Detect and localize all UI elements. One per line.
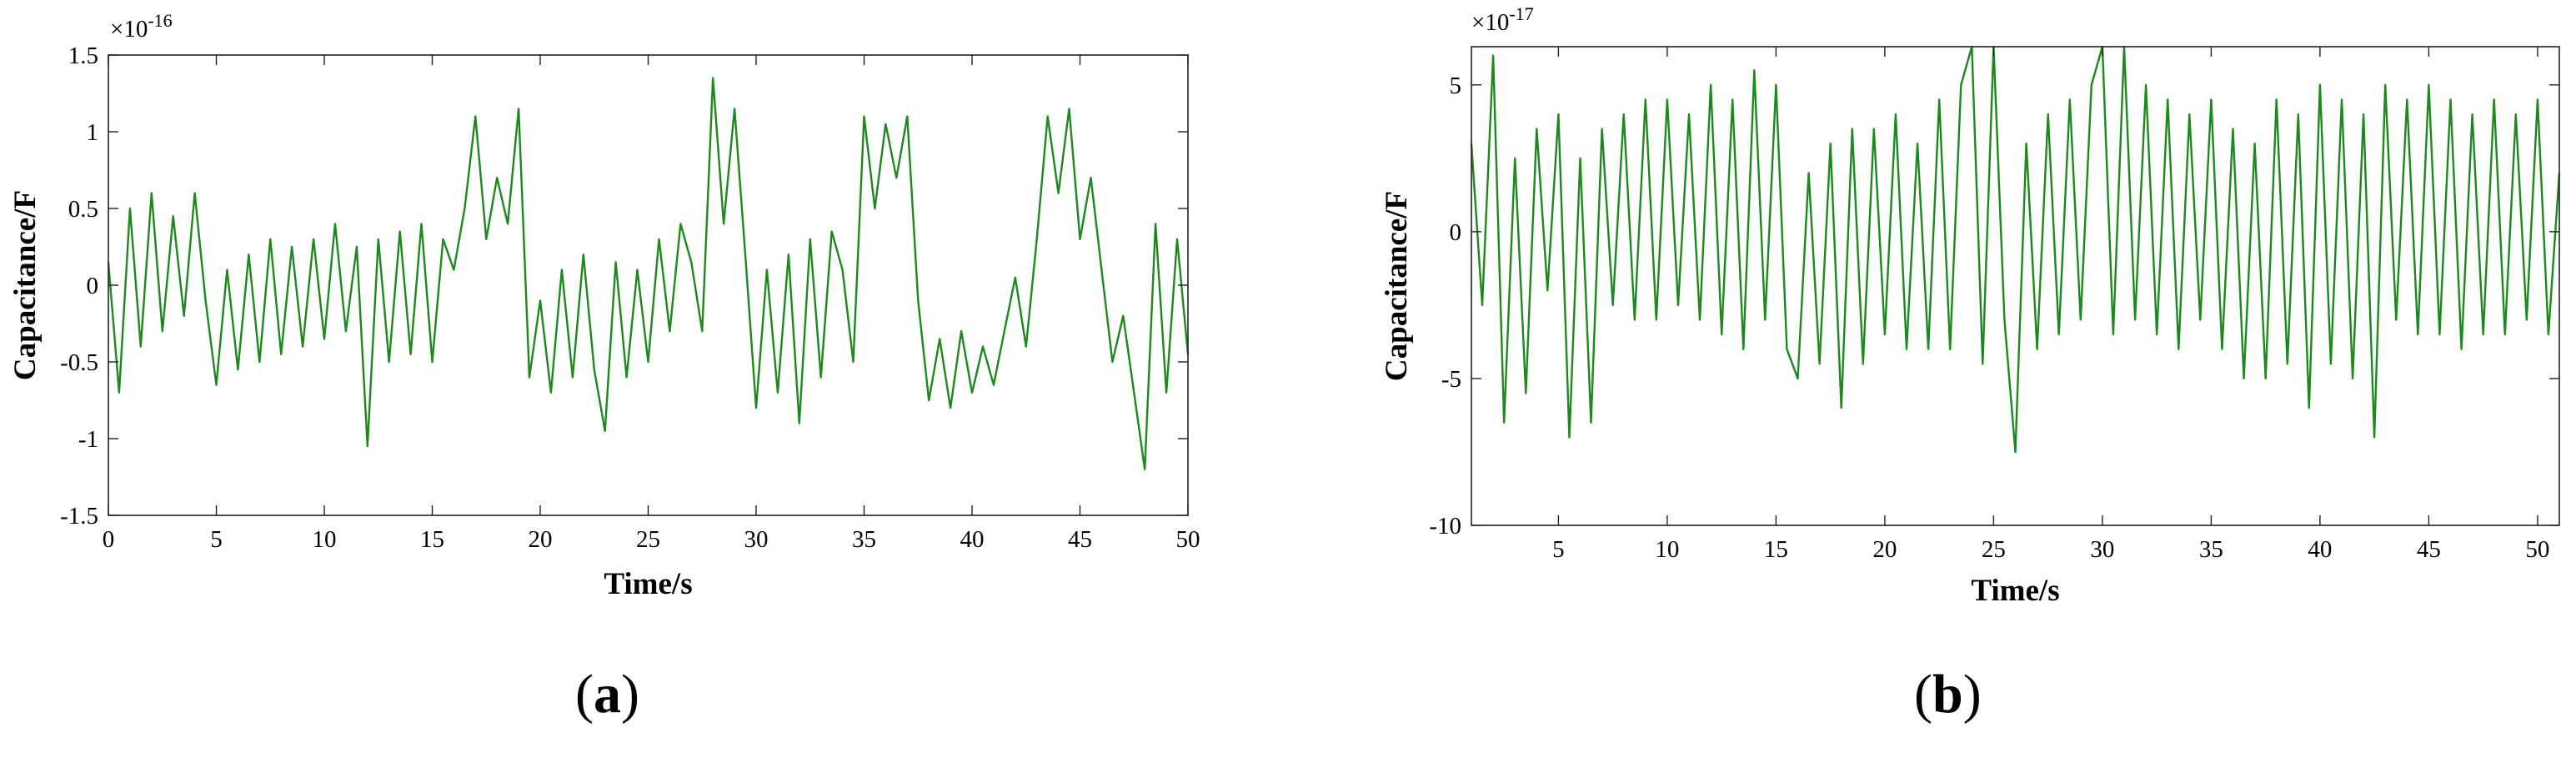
x-tick-label: 20 (529, 526, 553, 553)
x-tick-label: 45 (1068, 526, 1092, 553)
x-tick-label: 40 (2308, 536, 2332, 563)
y-exponent-label: ×10-16 (110, 10, 173, 43)
y-axis-label: Capacitance/F (1380, 191, 1414, 381)
y-tick-label: -0.5 (60, 349, 98, 376)
y-tick-label: 0 (1450, 219, 1462, 246)
x-tick-label: 50 (2525, 536, 2549, 563)
x-tick-label: 25 (1982, 536, 2006, 563)
x-tick-label: 40 (960, 526, 985, 553)
chart-panel-b: 5 10 15 20 25 30 35 40 45 50 -10 -5 0 5 ×10-17 Time/s Ca… (1380, 3, 2561, 608)
x-tick-label: 10 (1655, 536, 1679, 563)
x-tick-label: 0 (103, 526, 115, 553)
series-line (107, 77, 1190, 470)
series-line (1470, 45, 2561, 454)
x-tick-label: 30 (2090, 536, 2114, 563)
x-tick-label: 15 (1764, 536, 1788, 563)
x-axis-label: Time/s (1971, 574, 2059, 608)
x-tick-label: 35 (2199, 536, 2223, 563)
x-tick-label: 50 (1176, 526, 1200, 553)
chart-panel-a: 0 5 10 15 20 25 30 35 40 45 50 -1.5 -1 -0.5 0 0.5 1 1.5 ×1… (8, 10, 1200, 601)
x-tick-label: 5 (210, 526, 223, 553)
x-tick-label: 35 (852, 526, 876, 553)
y-tick-label: 5 (1450, 73, 1462, 99)
y-tick-label: 1 (87, 119, 99, 146)
x-tick-label: 25 (636, 526, 660, 553)
y-tick-label: 1.5 (68, 43, 98, 69)
x-tick-label: 30 (744, 526, 769, 553)
plot-frame (108, 54, 1189, 516)
x-tick-label: 45 (2417, 536, 2441, 563)
y-tick-label: -1.5 (60, 503, 98, 530)
y-exponent-label: ×10-17 (1471, 3, 1534, 36)
x-tick-label: 10 (313, 526, 337, 553)
y-tick-label: 0.5 (68, 196, 98, 223)
y-tick-label: -1 (78, 426, 98, 453)
x-tick-label: 5 (1552, 536, 1565, 563)
y-axis-label: Capacitance/F (8, 190, 43, 380)
y-tick-label: -10 (1429, 513, 1461, 540)
y-tick-label: -5 (1441, 366, 1461, 393)
x-axis-label: Time/s (604, 567, 692, 601)
x-tick-label: 20 (1872, 536, 1897, 563)
y-tick-label: 0 (87, 273, 99, 299)
panel-label-b: (b) (1914, 664, 1982, 725)
panel-label-a: (a) (575, 664, 639, 725)
plot-frame (1471, 46, 2560, 526)
x-tick-label: 15 (420, 526, 444, 553)
